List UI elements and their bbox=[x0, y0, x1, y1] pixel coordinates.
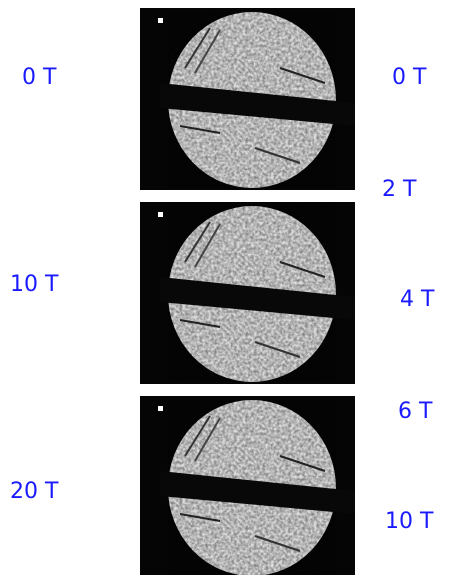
left-label: 10 T bbox=[10, 272, 59, 297]
right-label: 0 T bbox=[392, 65, 427, 90]
right-label: 2 T bbox=[382, 177, 417, 202]
figure: 0 T 10 T 20 T 0 T 2 T 4 T 6 T 10 T bbox=[0, 0, 450, 575]
right-label: 6 T bbox=[398, 399, 433, 424]
left-label: 0 T bbox=[22, 65, 57, 90]
micrograph bbox=[140, 8, 355, 190]
micrograph bbox=[140, 396, 355, 575]
page: 0 T 10 T 20 T 0 T 2 T 4 T 6 T 10 T (() =… bbox=[0, 0, 450, 575]
right-label: 4 T bbox=[400, 287, 435, 312]
left-label: 20 T bbox=[10, 479, 59, 504]
right-label: 10 T bbox=[385, 509, 434, 534]
micrograph bbox=[140, 202, 355, 384]
